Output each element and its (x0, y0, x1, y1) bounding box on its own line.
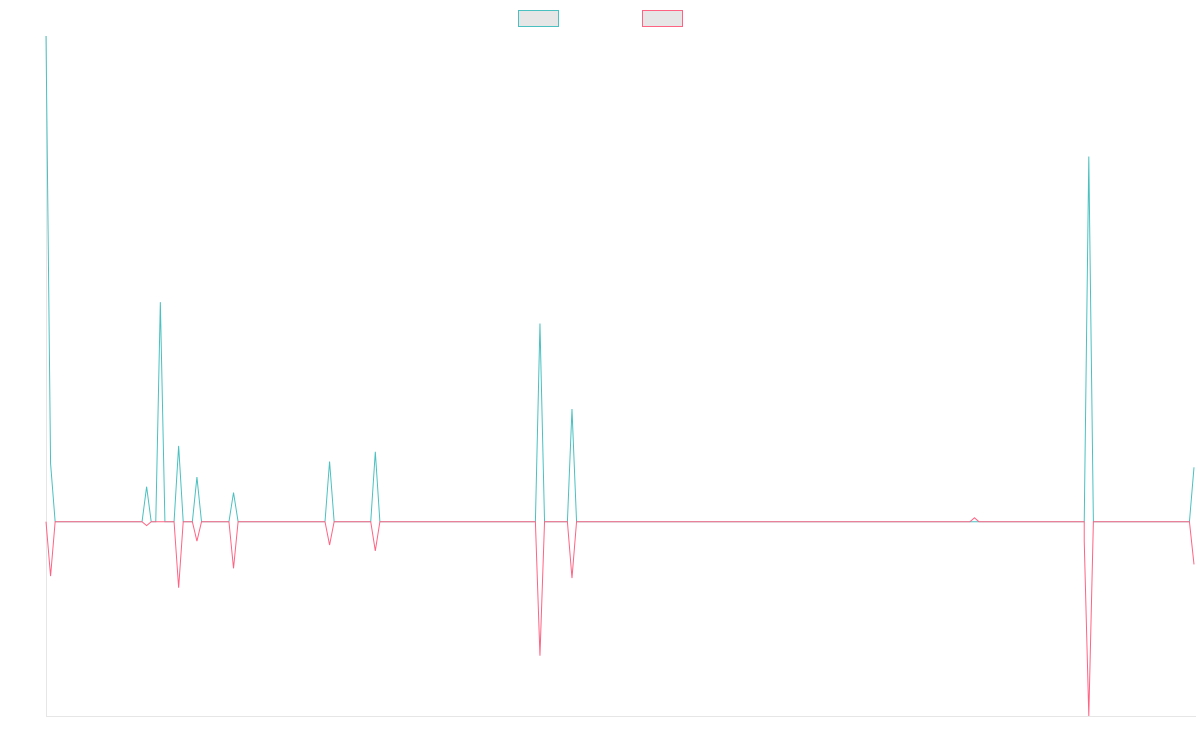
series-group (45, 35, 1195, 717)
legend (518, 10, 683, 27)
series-line-2 (45, 517, 1195, 717)
series-line-1 (45, 35, 1195, 523)
legend-swatch-1[interactable] (518, 10, 559, 27)
legend-swatch-2[interactable] (642, 10, 683, 27)
